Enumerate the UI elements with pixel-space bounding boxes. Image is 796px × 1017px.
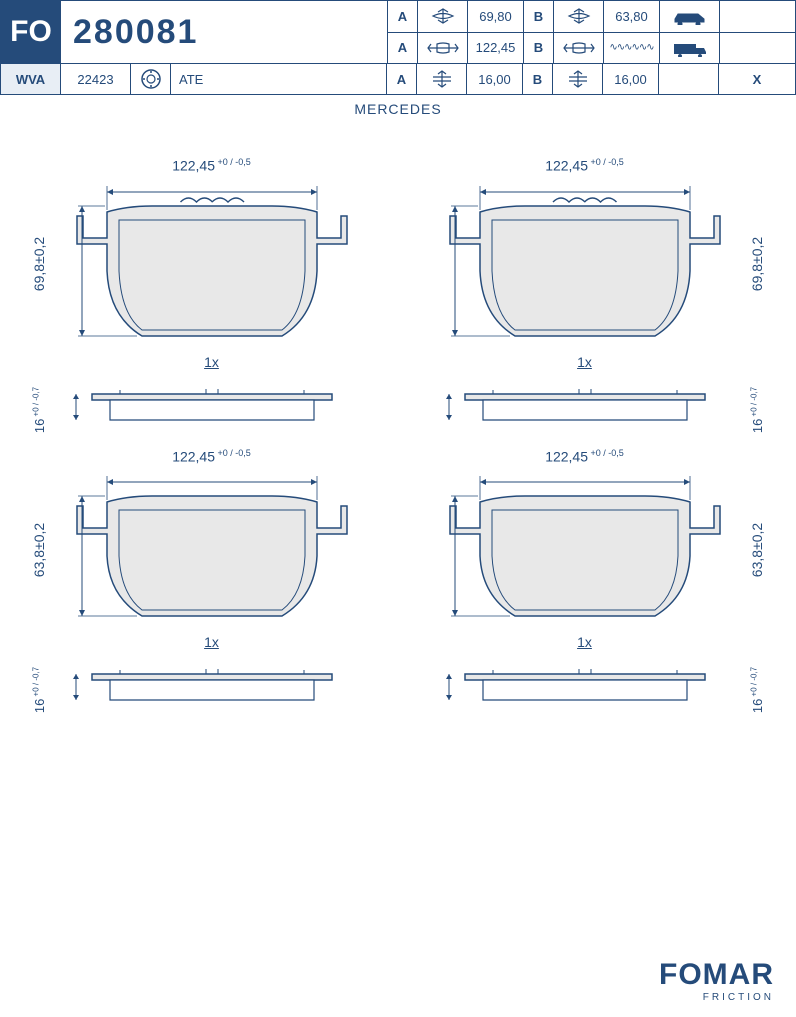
height-dim: 69,8±0,2	[749, 237, 765, 291]
width-icon	[418, 33, 468, 64]
wva-code: 22423	[61, 64, 131, 94]
header-row-1: FO 280081 A 69,80 B 63,80 A	[1, 1, 795, 63]
pad-a-left: 122,45 +0 / -0,5 69,8±0,2 1x	[40, 157, 383, 372]
car-mark	[720, 1, 795, 32]
thick-icon	[417, 64, 467, 94]
pad-a-right-svg	[445, 178, 725, 348]
width-icon-b	[554, 33, 604, 64]
dim-b-height: 63,80	[604, 1, 660, 32]
dim-b-thick: 16,00	[603, 64, 659, 94]
prefix-cell: FO	[1, 1, 61, 63]
footer-logo: FOMAR FRICTION	[659, 958, 774, 1003]
dimensions-table: A 69,80 B 63,80 A 122	[387, 1, 795, 63]
qty: 1x	[413, 354, 756, 370]
part-number: 280081	[61, 1, 387, 63]
makes: MERCEDES	[0, 95, 796, 127]
thick-dim: 16 +0 / -0,7	[749, 387, 764, 433]
dim-b-label: B	[524, 1, 554, 32]
thick-dim: 16 +0 / -0,7	[749, 667, 764, 713]
van-mark	[720, 33, 795, 64]
side-view-b-0: 16 +0 / -0,7	[40, 662, 383, 718]
footer-sub: FRICTION	[659, 992, 774, 1003]
width-dim: 122,45 +0 / -0,5	[413, 448, 756, 465]
dim-b-width: ∿∿∿∿∿∿	[604, 33, 660, 64]
side-view-a-1: 16 +0 / -0,7	[413, 382, 756, 438]
dim-a-label-3: A	[387, 64, 417, 94]
pad-b-right-svg	[445, 468, 725, 628]
footer-brand: FOMAR	[659, 958, 774, 992]
dim-a-height: 69,80	[468, 1, 524, 32]
wva-label: WVA	[1, 64, 61, 94]
height-icon-b	[554, 1, 604, 32]
vehicle-empty	[659, 64, 719, 94]
pad-b-left-svg	[72, 468, 352, 628]
thick-dim: 16 +0 / -0,7	[31, 667, 46, 713]
header-block: FO 280081 A 69,80 B 63,80 A	[0, 0, 796, 95]
dim-a-label: A	[388, 1, 418, 32]
dim-b-label-2: B	[524, 33, 554, 64]
width-dim: 122,45 +0 / -0,5	[40, 448, 383, 465]
qty: 1x	[40, 354, 383, 370]
dim-a-thick: 16,00	[467, 64, 523, 94]
pad-a-right: 122,45 +0 / -0,5 69,8±0,2 1x	[413, 157, 756, 372]
side-view-b-1: 16 +0 / -0,7	[413, 662, 756, 718]
qty: 1x	[40, 634, 383, 650]
thick-icon-b	[553, 64, 603, 94]
qty: 1x	[413, 634, 756, 650]
technical-drawing: 122,45 +0 / -0,5 69,8±0,2 1x 122,45 +0 /…	[0, 127, 796, 947]
pad-b-left: 122,45 +0 / -0,5 63,8±0,2 1x	[40, 448, 383, 653]
dim-a-label-2: A	[388, 33, 418, 64]
van-icon	[660, 33, 720, 64]
width-dim: 122,45 +0 / -0,5	[413, 157, 756, 174]
width-dim: 122,45 +0 / -0,5	[40, 157, 383, 174]
height-icon	[418, 1, 468, 32]
height-dim: 69,8±0,2	[31, 237, 47, 291]
car-icon	[660, 1, 720, 32]
height-dim: 63,8±0,2	[31, 523, 47, 577]
pad-b-right: 122,45 +0 / -0,5 63,8±0,2 1x	[413, 448, 756, 653]
disc-icon	[131, 64, 171, 94]
dim-a-width: 122,45	[468, 33, 524, 64]
vehicle-mark: X	[719, 64, 795, 94]
side-view-a-0: 16 +0 / -0,7	[40, 382, 383, 438]
pad-a-left-svg	[72, 178, 352, 348]
oe-system: ATE	[171, 64, 387, 94]
header-row-2: WVA 22423 ATE A 16,00 B 16,00 X	[1, 63, 795, 94]
height-dim: 63,8±0,2	[749, 523, 765, 577]
dim-b-label-3: B	[523, 64, 553, 94]
thick-dim: 16 +0 / -0,7	[31, 387, 46, 433]
